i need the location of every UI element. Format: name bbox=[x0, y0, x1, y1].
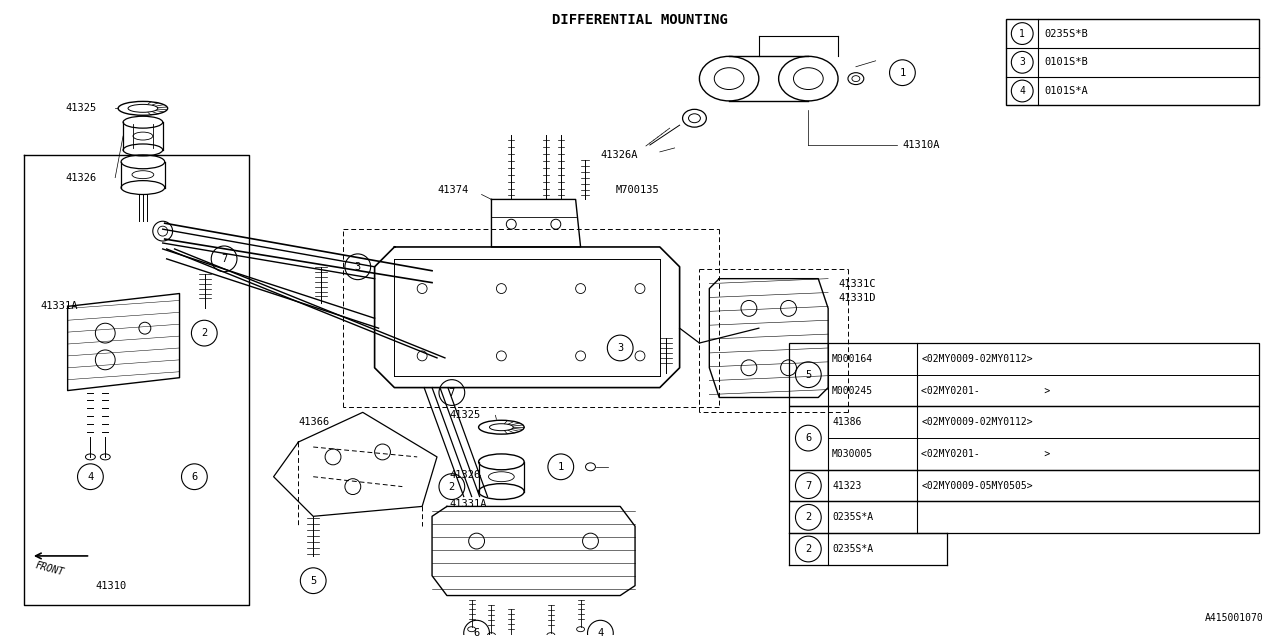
Text: <02MY0201-           >: <02MY0201- > bbox=[922, 385, 1051, 396]
Text: FRONT: FRONT bbox=[35, 560, 65, 577]
Text: 4: 4 bbox=[598, 628, 603, 638]
Text: 41331C: 41331C bbox=[838, 278, 876, 289]
Text: 41331A: 41331A bbox=[449, 499, 488, 509]
Text: 7: 7 bbox=[221, 254, 228, 264]
Text: 41331A: 41331A bbox=[41, 301, 78, 312]
Bar bbox=[788, 470, 1260, 502]
Text: 4: 4 bbox=[1019, 86, 1025, 96]
Text: <02MY0201-           >: <02MY0201- > bbox=[922, 449, 1051, 459]
Text: 2: 2 bbox=[805, 544, 812, 554]
Text: 41323: 41323 bbox=[832, 481, 861, 491]
Text: 0101S*B: 0101S*B bbox=[1044, 58, 1088, 67]
Text: 0101S*A: 0101S*A bbox=[1044, 86, 1088, 96]
Text: 7: 7 bbox=[449, 388, 454, 397]
Text: 0235S*B: 0235S*B bbox=[1044, 29, 1088, 38]
Text: 4: 4 bbox=[87, 472, 93, 482]
Text: 41386: 41386 bbox=[832, 417, 861, 428]
Bar bbox=[788, 502, 1260, 533]
Text: 41310: 41310 bbox=[96, 580, 127, 591]
Text: <02MY0009-02MY0112>: <02MY0009-02MY0112> bbox=[922, 417, 1033, 428]
Text: 3: 3 bbox=[617, 343, 623, 353]
Text: <02MY0009-02MY0112>: <02MY0009-02MY0112> bbox=[922, 354, 1033, 364]
Text: 41310A: 41310A bbox=[902, 140, 940, 150]
Text: 6: 6 bbox=[474, 628, 480, 638]
Text: 41331D: 41331D bbox=[838, 294, 876, 303]
Text: <02MY0009-05MY0505>: <02MY0009-05MY0505> bbox=[922, 481, 1033, 491]
Text: M000245: M000245 bbox=[832, 385, 873, 396]
Text: M700135: M700135 bbox=[616, 184, 659, 195]
Text: A415001070: A415001070 bbox=[1204, 613, 1263, 623]
Text: M000164: M000164 bbox=[832, 354, 873, 364]
Text: 5: 5 bbox=[310, 576, 316, 586]
Text: 41325: 41325 bbox=[65, 103, 97, 113]
Text: M030005: M030005 bbox=[832, 449, 873, 459]
Text: 2: 2 bbox=[805, 512, 812, 522]
Text: 0235S*A: 0235S*A bbox=[832, 512, 873, 522]
Text: 41326: 41326 bbox=[449, 470, 481, 480]
Text: 2: 2 bbox=[201, 328, 207, 338]
Text: 1: 1 bbox=[900, 68, 905, 77]
Text: 1: 1 bbox=[1019, 29, 1025, 38]
Text: 3: 3 bbox=[355, 262, 361, 272]
Text: 0235S*A: 0235S*A bbox=[832, 544, 873, 554]
Text: 6: 6 bbox=[805, 433, 812, 443]
Text: 41366: 41366 bbox=[298, 417, 330, 428]
Text: DIFFERENTIAL MOUNTING: DIFFERENTIAL MOUNTING bbox=[552, 13, 728, 28]
Text: 41325: 41325 bbox=[449, 410, 481, 420]
Text: 1: 1 bbox=[558, 462, 564, 472]
Text: 7: 7 bbox=[805, 481, 812, 491]
Bar bbox=[788, 343, 1260, 406]
Text: 2: 2 bbox=[449, 482, 454, 492]
Text: 41326A: 41326A bbox=[600, 150, 637, 160]
Bar bbox=[1006, 19, 1260, 106]
Bar bbox=[788, 406, 1260, 470]
Text: 41374: 41374 bbox=[436, 184, 468, 195]
Text: 6: 6 bbox=[191, 472, 197, 482]
Text: 5: 5 bbox=[805, 370, 812, 380]
Text: 3: 3 bbox=[1019, 58, 1025, 67]
Text: 41326: 41326 bbox=[65, 173, 97, 182]
